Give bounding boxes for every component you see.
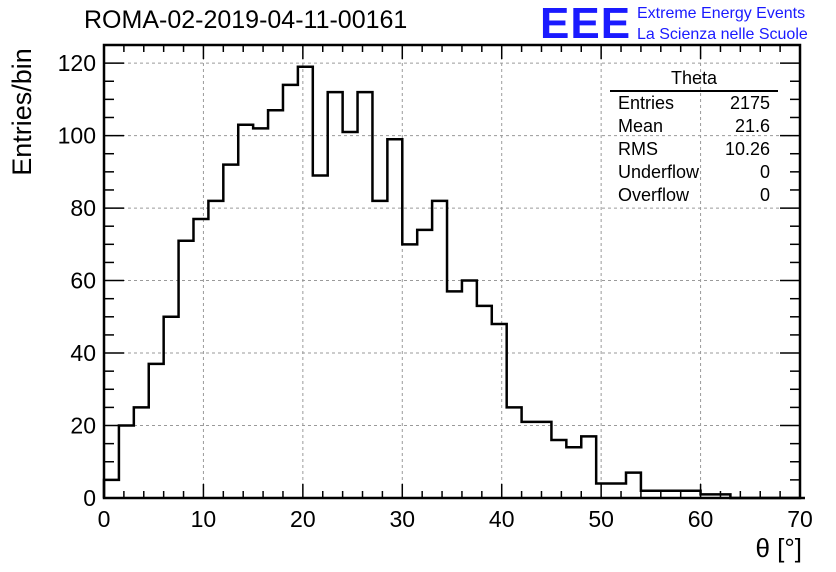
x-tick-label: 0 [98, 506, 111, 532]
stat-row-entries: Entries 2175 [610, 92, 778, 115]
logo-subtitle-line1: Extreme Energy Events [637, 5, 806, 22]
stat-value: 10.26 [724, 139, 770, 159]
tick-labels: 0 10 20 30 40 50 60 70 0 20 40 60 80 100 120 [58, 50, 813, 532]
eee-logo: EEE Extreme Energy Events La Scienza nel… [540, 2, 830, 46]
stat-value: 0 [759, 162, 770, 182]
y-tick-label: 120 [58, 50, 96, 76]
x-tick-label: 50 [588, 506, 614, 532]
statistics-title: Theta [610, 68, 778, 92]
grid-lines [104, 45, 800, 498]
statistics-box: Theta Entries 2175 Mean 21.6 RMS 10.26 U… [610, 68, 778, 207]
y-tick-label: 20 [70, 413, 96, 439]
eee-logo-mark: EEE [540, 0, 632, 48]
stat-value: 21.6 [734, 116, 770, 136]
x-tick-label: 40 [489, 506, 515, 532]
y-tick-label: 60 [70, 268, 96, 294]
stat-label: RMS [618, 139, 658, 159]
y-tick-label: 80 [70, 195, 96, 221]
x-tick-label: 60 [688, 506, 714, 532]
stat-value: 0 [759, 185, 770, 205]
plot-frame [102, 43, 802, 500]
x-tick-label: 10 [191, 506, 217, 532]
y-tick-label: 40 [70, 340, 96, 366]
x-tick-label: 30 [389, 506, 415, 532]
stat-row-overflow: Overflow 0 [610, 184, 778, 207]
x-axis-label: θ [°] [755, 533, 802, 563]
stat-label: Entries [618, 93, 675, 113]
stat-row-underflow: Underflow 0 [610, 161, 778, 184]
stat-label: Overflow [618, 185, 690, 205]
y-axis-label: Entries/bin [7, 48, 37, 176]
histogram-series [102, 65, 805, 500]
y-tick-label: 0 [83, 485, 96, 511]
chart-title: ROMA-02-2019-04-11-00161 [84, 6, 408, 34]
stat-row-rms: RMS 10.26 [610, 138, 778, 161]
x-tick-label: 70 [787, 506, 813, 532]
y-tick-label: 100 [58, 123, 96, 149]
stat-label: Mean [618, 116, 664, 136]
logo-subtitle-line2: La Scienza nelle Scuole [637, 26, 808, 43]
stat-row-mean: Mean 21.6 [610, 115, 778, 138]
x-tick-label: 20 [290, 506, 316, 532]
stat-label: Underflow [618, 162, 700, 182]
stat-value: 2175 [729, 93, 770, 113]
